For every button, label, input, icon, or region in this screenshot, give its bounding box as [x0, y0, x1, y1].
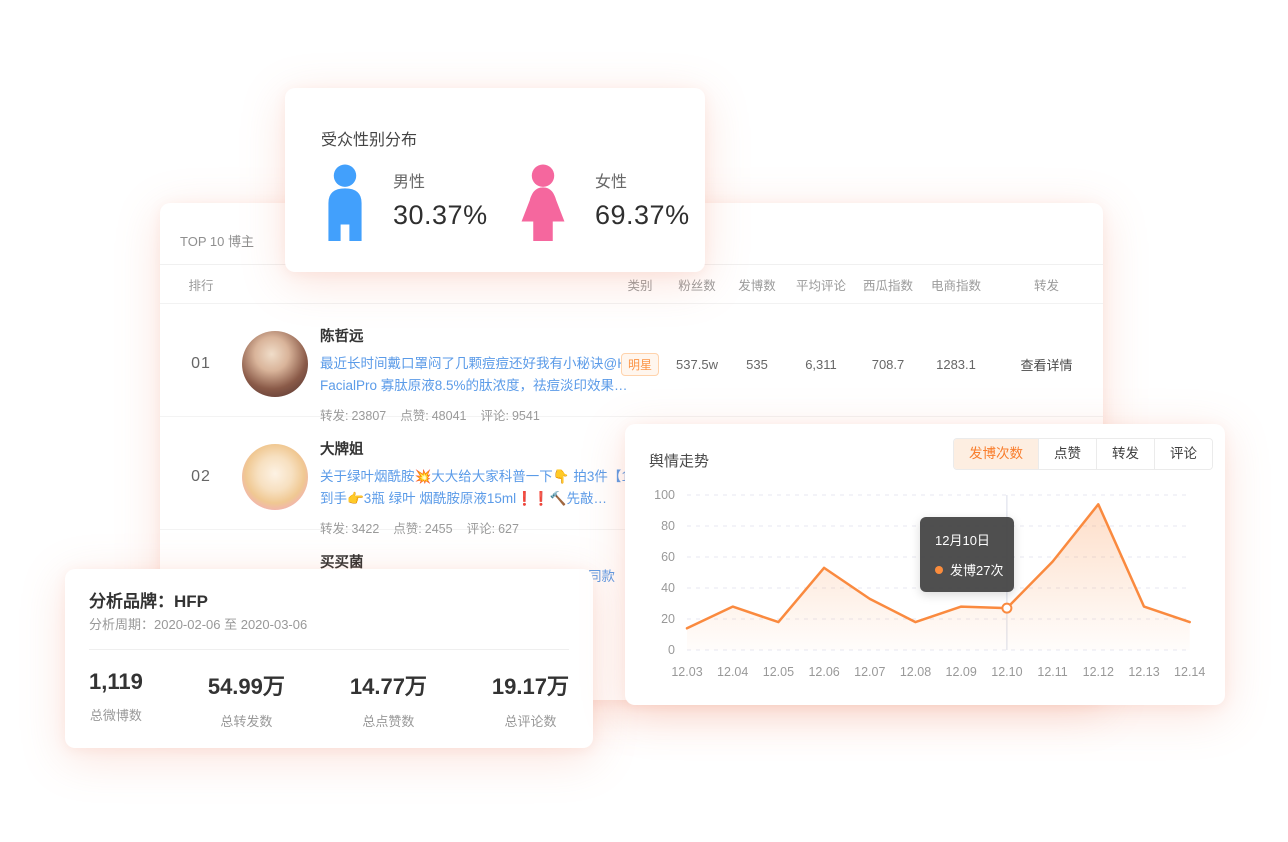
fans-cell: 537.5w	[676, 356, 718, 372]
tab-likes[interactable]: 点赞	[1038, 439, 1096, 469]
col-header-avg-comments: 平均评论	[795, 278, 846, 293]
male-label: 男性	[393, 174, 426, 191]
post-text-line[interactable]: 到手👉3瓶 绿叶 烟酰胺原液15ml❗❗🔨先敲…	[320, 491, 608, 506]
tab-comments[interactable]: 评论	[1154, 439, 1212, 469]
gender-card-title: 受众性别分布	[321, 132, 418, 149]
category-badge: 明星	[620, 352, 659, 376]
blogger-name[interactable]: 陈哲远	[320, 329, 364, 345]
female-percentage: 69.37%	[595, 200, 690, 230]
svg-text:12.11: 12.11	[1037, 665, 1067, 679]
post-text-line[interactable]: 最近长时间戴口罩闷了几颗痘痘还好我有小秘诀@Home	[320, 356, 654, 371]
posts-cell: 535	[746, 356, 768, 372]
col-header-repost: 转发	[1033, 278, 1059, 293]
svg-text:20: 20	[661, 612, 675, 626]
gender-distribution-card: 受众性别分布 男性 30.37% 女性 69.37%	[285, 88, 705, 272]
post-text-line[interactable]: 同款	[588, 569, 615, 584]
brand-stats-row: 1,119 总微博数 54.99万 总转发数 14.77万 总点赞数 19.17…	[89, 669, 569, 730]
rank-cell: 01	[191, 355, 211, 372]
svg-text:12.13: 12.13	[1128, 665, 1159, 679]
svg-text:12.04: 12.04	[717, 665, 748, 679]
series-dot-icon	[935, 565, 943, 574]
male-percentage: 30.37%	[393, 200, 488, 230]
col-header-xigua-index: 西瓜指数	[862, 278, 913, 293]
divider	[89, 649, 569, 650]
ecommerce-index-cell: 1283.1	[936, 356, 976, 372]
female-stat: 女性 69.37%	[515, 164, 690, 242]
col-header-posts: 发博数	[738, 278, 776, 293]
male-stat: 男性 30.37%	[321, 164, 488, 242]
col-header-fans: 粉丝数	[678, 278, 716, 293]
stat-total-likes: 14.77万 总点赞数	[349, 674, 427, 729]
stat-total-reposts: 54.99万 总转发数	[207, 674, 285, 729]
male-icon	[328, 164, 362, 242]
rank-cell: 02	[191, 468, 211, 485]
post-stats: 转发: 23807 点赞: 48041 评论: 9541	[320, 409, 540, 423]
post-text-line[interactable]: FacialPro 寡肽原液8.5%的肽浓度，祛痘淡印效果…	[320, 378, 628, 393]
tab-reposts[interactable]: 转发	[1096, 439, 1154, 469]
svg-text:12.06: 12.06	[808, 665, 839, 679]
svg-text:12.07: 12.07	[854, 665, 885, 679]
blogger-name[interactable]: 买买菌	[320, 555, 364, 571]
female-icon	[521, 164, 565, 242]
female-label: 女性	[595, 174, 628, 191]
avatar[interactable]	[242, 444, 308, 510]
col-header-ecommerce-index: 电商指数	[930, 278, 981, 293]
avatar[interactable]	[242, 331, 308, 397]
tooltip-value: 发博27次	[950, 563, 1004, 578]
table-header-row: 排行 类别 粉丝数 发博数 平均评论 西瓜指数 电商指数 转发	[160, 264, 1103, 304]
stat-total-posts: 1,119 总微博数	[89, 669, 143, 723]
svg-text:12.03: 12.03	[671, 665, 702, 679]
metric-tab-group: 发博次数 点赞 转发 评论	[953, 438, 1213, 470]
svg-text:40: 40	[661, 581, 675, 595]
svg-text:60: 60	[661, 550, 675, 564]
svg-text:12.05: 12.05	[763, 665, 794, 679]
table-row[interactable]: 01 陈哲远 最近长时间戴口罩闷了几颗痘痘还好我有小秘诀@Home Facial…	[160, 304, 1103, 423]
svg-text:12.12: 12.12	[1083, 665, 1114, 679]
tab-post-count[interactable]: 发博次数	[954, 439, 1038, 469]
brand-title: 分析品牌：HFP	[89, 592, 208, 611]
view-details-link[interactable]: 查看详情	[1020, 357, 1073, 373]
top-bloggers-title: TOP 10 博主	[180, 234, 254, 249]
chart-tooltip: 12月10日 发博27次	[920, 517, 1014, 592]
trend-card-title: 舆情走势	[649, 453, 710, 470]
col-header-rank: 排行	[188, 278, 214, 293]
svg-text:12.08: 12.08	[900, 665, 931, 679]
trend-line-chart[interactable]: 0 20 40 60 80 100 12.03 12.04 12.05 12.06 12.07 12.…	[625, 480, 1225, 705]
stat-total-comments: 19.17万 总评论数	[491, 674, 569, 729]
post-text-line[interactable]: 关于绿叶烟酰胺💥大大给大家科普一下👇 拍3件【19.9】	[320, 469, 662, 484]
analysis-period: 分析周期：2020-02-06 至 2020-03-06	[89, 617, 308, 632]
post-stats: 转发: 3422 点赞: 2455 评论: 627	[320, 522, 519, 536]
col-header-category: 类别	[627, 278, 653, 293]
avg-comments-cell: 6,311	[805, 356, 837, 372]
blogger-name[interactable]: 大牌姐	[320, 442, 364, 458]
brand-summary-card: 分析品牌：HFP 分析周期：2020-02-06 至 2020-03-06 1,…	[65, 569, 593, 748]
svg-text:80: 80	[661, 519, 675, 533]
svg-text:12.10: 12.10	[991, 665, 1022, 679]
svg-text:100: 100	[654, 488, 675, 502]
svg-text:12.09: 12.09	[946, 665, 977, 679]
tooltip-date: 12月10日	[935, 533, 990, 548]
svg-text:0: 0	[668, 643, 675, 657]
trend-chart-card: 舆情走势 发博次数 点赞 转发 评论 0 20 40 60 80 100 12.03 12.0…	[625, 424, 1225, 705]
xigua-index-cell: 708.7	[871, 356, 905, 372]
svg-text:12.14: 12.14	[1174, 665, 1205, 679]
